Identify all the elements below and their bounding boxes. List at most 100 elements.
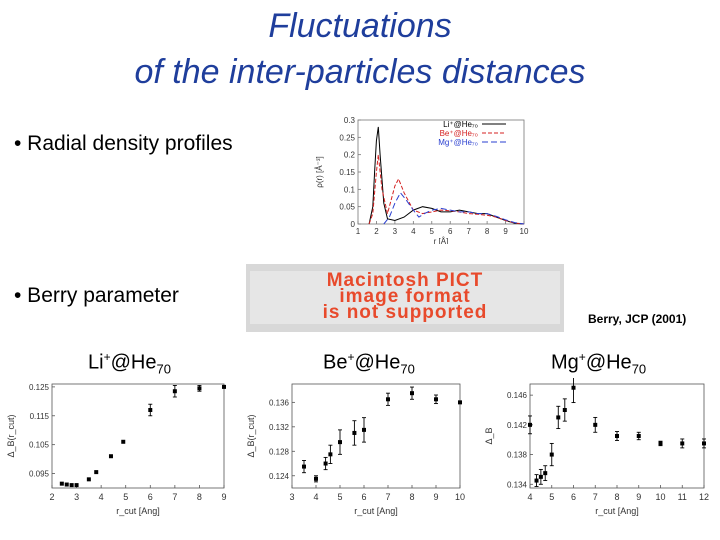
x-tick-label: 10 [520,227,529,236]
x-tick-label: 6 [361,492,366,502]
data-point [108,454,113,459]
y-tick-label: 0.128 [269,447,290,456]
data-point [680,441,685,446]
y-tick-label: 0.146 [507,391,528,400]
data-point [121,439,126,444]
y-tick-label: 0.3 [344,116,356,125]
y-tick-label: 0.25 [339,133,355,142]
y-tick-label: 0.105 [29,441,50,450]
data-point [458,400,462,405]
data-point [86,477,91,482]
pict-text-line-2: image format [339,286,471,307]
berry-plot-be: 0.124 0.128 0.132 0.136 3 4 5 6 7 8 9 10 r_cut [Ang]… [246,383,465,516]
y-tick-label: 0.134 [507,480,528,489]
y-tick-label: 0.136 [269,398,290,407]
data-point [543,471,548,476]
x-tick-label: 5 [549,492,554,502]
plot-frame [51,383,225,489]
data-point [314,476,318,481]
data-point [59,481,64,486]
title-line-2: of the inter-particles distances [134,53,586,91]
y-tick-label: 0.05 [339,203,355,212]
plot-frame [291,383,461,489]
data-point [386,397,390,402]
pict-placeholder-image: Macintosh PICT image format is not suppo… [246,264,564,332]
y-tick-label: 0.124 [269,472,290,481]
x-tick-label: 9 [433,492,438,502]
legend-label-3: Mg⁺@He₇₀ [438,138,478,147]
data-point [328,452,333,457]
y-tick-label: 0.2 [344,151,356,160]
data-point [593,422,598,427]
x-tick-label: 12 [699,492,709,502]
x-tick-label: 8 [485,227,490,236]
y-tick-label: 0.132 [269,423,290,432]
x-axis-label: r_cut [Ang] [354,506,398,516]
x-tick-label: 7 [466,227,471,236]
y-tick-label: 0.095 [29,470,50,479]
x-tick-label: 8 [614,492,619,502]
y-axis-label: Δ_B [484,427,494,444]
data-point [658,441,663,446]
data-point [528,422,532,427]
berry-plot-li: 0.095 0.105 0.115 0.125 2 3 4 5 6 7 8 9 r_cut [Ang] Δ… [6,383,227,516]
data-point [338,440,342,445]
legend-label-2: Be⁺@He₇₀ [440,129,478,138]
x-tick-label: 7 [593,492,598,502]
ion-label-li: Li+@He70 [88,350,171,377]
y-tick-label: 0.115 [30,412,50,421]
data-point [636,434,641,438]
bullet-berry-parameter: • Berry parameter [14,284,179,307]
data-point [434,397,438,402]
x-tick-label: 9 [503,227,508,236]
ion-label-be: Be+@He70 [323,350,415,377]
x-tick-label: 4 [527,492,532,502]
ion-label-mg: Mg+@He70 [551,350,647,377]
y-axis-label: ρ(r) [Å⁻³] [315,156,324,187]
data-point [556,415,561,420]
data-point [702,441,706,446]
x-tick-label: 6 [148,492,153,502]
x-tick-label: 9 [636,492,641,502]
x-tick-label: 7 [385,492,390,502]
data-point [534,478,539,483]
y-tick-label: 0.15 [339,168,355,177]
y-tick-label: 0.138 [507,451,528,460]
title-line-1: Fluctuations [268,7,452,45]
legend-label-1: Li⁺@He₇₀ [443,120,478,129]
x-tick-label: 6 [448,227,453,236]
data-point [362,427,366,432]
data-point [562,408,567,412]
x-tick-label: 4 [99,492,104,502]
x-tick-label: 5 [337,492,342,502]
data-point [197,386,202,391]
x-axis-label: r [Å] [434,237,449,244]
x-tick-label: 5 [123,492,128,502]
series-line-3 [383,191,525,225]
x-tick-label: 10 [655,492,665,502]
x-tick-label: 7 [172,492,177,502]
data-point [538,474,543,479]
data-point [69,483,74,488]
x-tick-label: 8 [409,492,414,502]
data-point [64,482,69,487]
x-tick-label: 10 [455,492,465,502]
x-tick-label: 4 [411,227,416,236]
bullet-radial-density: • Radial density profiles [14,132,233,155]
y-tick-label: 0 [351,220,356,229]
data-point [410,391,414,396]
y-axis-label: Δ_B(r_cut) [6,414,16,457]
data-point [302,464,306,469]
x-axis-label: r_cut [Ang] [116,506,160,516]
data-point [323,461,328,466]
data-point [172,389,177,394]
data-point [352,430,357,435]
data-point [74,483,79,488]
x-tick-label: 6 [571,492,576,502]
y-tick-label: 0.1 [344,185,356,194]
x-tick-label: 3 [74,492,79,502]
x-tick-label: 8 [197,492,202,502]
x-tick-label: 5 [430,227,435,236]
x-axis-label: r_cut [Ang] [595,506,639,516]
radial-density-chart: 0 0.05 0.1 0.15 0.2 0.25 0.3 1 2 3 4 5 6 7 8 9 10 r [Å] ρ(… [315,116,529,244]
